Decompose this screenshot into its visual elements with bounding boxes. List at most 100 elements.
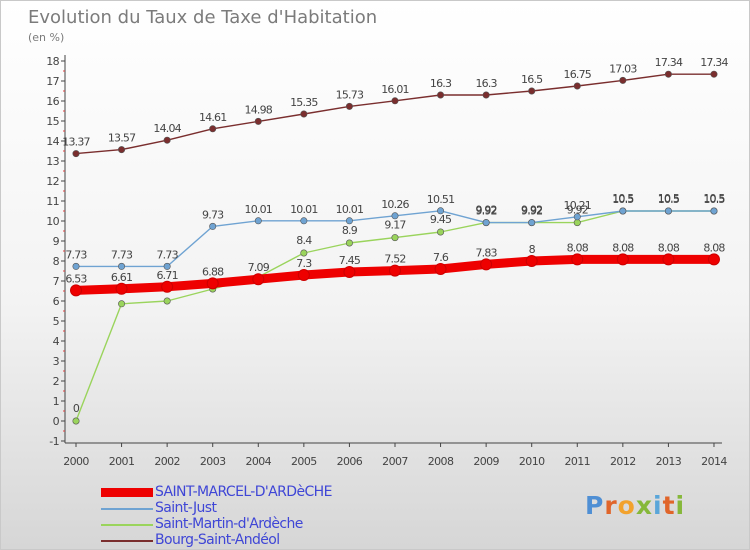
- data-point-bourg-saint-andeol: [710, 70, 718, 78]
- legend-swatch-saint-just: [101, 508, 153, 510]
- legend-label-saint-just: Saint-Just: [155, 500, 217, 516]
- y-tick-label: 5: [53, 315, 60, 328]
- legend-item-saint-just: Saint-Just: [101, 500, 421, 516]
- data-label-saint-marcel: 8.08: [612, 241, 634, 254]
- data-label-saint-marcel: 7.45: [339, 254, 361, 267]
- y-tick-label: 13: [46, 155, 59, 168]
- data-label-bourg-saint-andeol: 15.35: [290, 96, 318, 109]
- data-label-bourg-saint-andeol: 16.75: [564, 68, 592, 81]
- data-point-saint-just: [345, 217, 353, 225]
- data-point-bourg-saint-andeol: [118, 146, 126, 154]
- data-point-saint-marcel: [206, 277, 219, 290]
- data-point-saint-martin: [437, 228, 445, 236]
- y-tick-label: 3: [53, 355, 60, 368]
- data-point-saint-martin: [163, 297, 171, 305]
- legend-label-saint-martin: Saint-Martin-d'Ardèche: [155, 516, 303, 532]
- data-label-bourg-saint-andeol: 14.98: [245, 103, 273, 116]
- data-label-saint-marcel: 7.83: [475, 246, 497, 259]
- data-label-saint-marcel: 7.3: [296, 257, 312, 270]
- data-label-saint-just: 9.92: [521, 205, 542, 218]
- data-label-saint-martin: 10.5: [612, 192, 634, 205]
- data-point-bourg-saint-andeol: [573, 82, 581, 90]
- data-point-saint-martin: [300, 249, 308, 257]
- data-label-saint-just: 9.92: [475, 205, 496, 218]
- data-point-saint-just: [573, 213, 581, 221]
- data-label-saint-marcel: 6.88: [202, 265, 224, 278]
- data-point-saint-marcel: [115, 282, 128, 295]
- legend-swatch-saint-martin: [101, 524, 153, 526]
- data-point-bourg-saint-andeol: [72, 150, 80, 158]
- data-label-saint-marcel: 8.08: [658, 241, 680, 254]
- data-point-saint-just: [118, 262, 126, 270]
- data-label-bourg-saint-andeol: 16.3: [430, 77, 452, 90]
- x-tick-label: 2007: [382, 455, 408, 468]
- data-label-bourg-saint-andeol: 13.57: [108, 132, 136, 145]
- y-tick-label: -1: [49, 435, 59, 448]
- data-point-saint-martin: [345, 239, 353, 247]
- data-label-bourg-saint-andeol: 14.04: [153, 122, 181, 135]
- y-tick-label: 17: [46, 75, 59, 88]
- data-point-saint-marcel: [252, 273, 265, 286]
- data-point-saint-just: [300, 217, 308, 225]
- data-point-saint-marcel: [161, 280, 174, 293]
- y-tick-label: 16: [46, 95, 59, 108]
- y-tick-label: 7: [53, 275, 60, 288]
- data-point-saint-just: [72, 262, 80, 270]
- data-point-saint-marcel: [707, 253, 720, 266]
- data-point-saint-marcel: [616, 253, 629, 266]
- data-point-saint-just: [254, 217, 262, 225]
- data-label-saint-martin: 10.5: [703, 192, 725, 205]
- data-label-saint-just: 10.26: [381, 198, 409, 211]
- data-point-bourg-saint-andeol: [528, 87, 536, 95]
- legend-swatch-saint-marcel: [101, 488, 153, 497]
- data-label-saint-martin: 8.4: [296, 234, 312, 247]
- data-point-saint-martin: [391, 234, 399, 242]
- data-point-saint-just: [710, 207, 718, 215]
- data-point-saint-marcel: [388, 264, 401, 277]
- legend-item-saint-martin: Saint-Martin-d'Ardèche: [101, 516, 421, 532]
- legend-label-bourg-saint-andeol: Bourg-Saint-Andéol: [155, 532, 280, 548]
- y-tick-label: 4: [53, 335, 60, 348]
- chart-title: Evolution du Taux de Taxe d'Habitation: [28, 7, 378, 28]
- x-tick-label: 2005: [291, 455, 317, 468]
- data-label-bourg-saint-andeol: 16.5: [521, 73, 543, 86]
- x-tick-label: 2012: [610, 455, 636, 468]
- data-label-saint-just: 7.73: [156, 248, 178, 261]
- data-label-saint-martin: 8.9: [342, 224, 358, 237]
- y-tick-label: 15: [46, 115, 59, 128]
- data-point-saint-just: [209, 222, 217, 230]
- data-point-saint-martin: [72, 417, 80, 425]
- y-unit-label: (en %): [28, 31, 65, 44]
- y-tick-label: 11: [46, 195, 59, 208]
- logo-letter: x: [635, 491, 653, 520]
- data-point-saint-marcel: [70, 284, 82, 297]
- y-tick-label: 8: [53, 255, 60, 268]
- logo-letter: i: [675, 491, 686, 520]
- data-label-saint-just: 7.73: [65, 248, 87, 261]
- x-tick-label: 2008: [428, 455, 454, 468]
- data-label-saint-marcel: 8: [529, 243, 536, 256]
- data-label-saint-marcel: 7.52: [384, 253, 405, 266]
- data-point-saint-just: [437, 207, 445, 215]
- data-point-saint-martin: [573, 219, 581, 227]
- logo-letter: r: [604, 491, 618, 520]
- y-tick-label: 14: [46, 135, 59, 148]
- data-point-saint-just: [482, 219, 490, 227]
- data-label-bourg-saint-andeol: 14.61: [199, 111, 227, 124]
- x-tick-label: 2002: [154, 455, 180, 468]
- data-point-bourg-saint-andeol: [163, 136, 171, 144]
- data-label-saint-marcel: 7.09: [248, 261, 270, 274]
- data-point-saint-marcel: [571, 253, 584, 266]
- data-point-bourg-saint-andeol: [391, 97, 399, 105]
- x-tick-label: 2006: [337, 455, 363, 468]
- data-point-bourg-saint-andeol: [619, 76, 627, 84]
- data-label-bourg-saint-andeol: 15.73: [336, 88, 364, 101]
- y-tick-label: 6: [53, 295, 60, 308]
- legend-item-saint-marcel: SAINT-MARCEL-D'ARDèCHE: [101, 484, 421, 500]
- data-label-bourg-saint-andeol: 17.34: [700, 56, 728, 69]
- y-tick-label: 12: [46, 175, 59, 188]
- data-label-bourg-saint-andeol: 13.37: [62, 136, 90, 149]
- data-label-saint-just: 9.73: [202, 208, 224, 221]
